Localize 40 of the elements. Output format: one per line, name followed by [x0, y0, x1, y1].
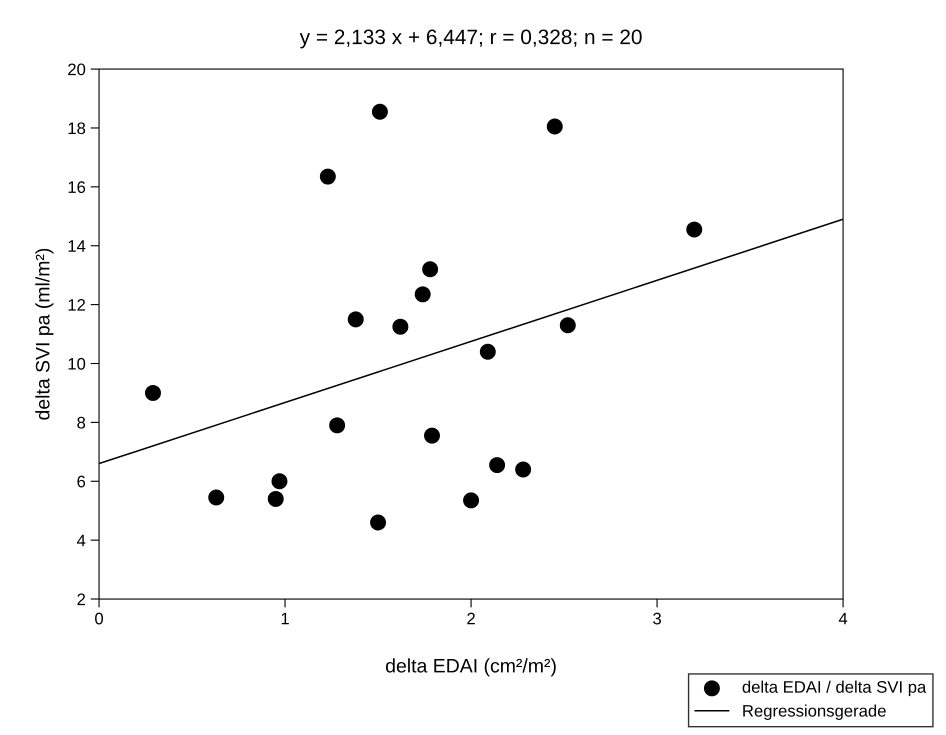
point: [424, 428, 440, 444]
y-tick-label: 20: [68, 63, 86, 76]
chart-title: y = 2,133 x + 6,447; r = 0,328; n = 20: [300, 30, 642, 48]
x-tick-label: 4: [838, 612, 848, 624]
point: [348, 311, 364, 328]
point: [271, 473, 288, 490]
legend-label: delta EDAI / delta SVI pa: [742, 680, 926, 696]
y-tick-label: 2: [77, 593, 86, 606]
y-tick-label: 12: [68, 299, 86, 311]
legend-label: Regressionsgerade: [743, 704, 886, 720]
x-tick-label: 3: [653, 612, 661, 624]
y-axis-title: delta SVI pa (ml/m²): [35, 248, 54, 420]
point: [463, 492, 480, 508]
point: [560, 317, 576, 334]
point: [422, 261, 438, 278]
point: [268, 490, 284, 507]
y-tick-label: 10: [68, 358, 86, 370]
point: [208, 489, 224, 506]
x-tick-label: 1: [282, 612, 289, 624]
point: [686, 222, 702, 238]
point: [320, 168, 336, 185]
point: [515, 462, 532, 478]
point: [489, 457, 506, 474]
point: [372, 104, 388, 120]
x-axis-title: delta EDAI (cm²/m²): [386, 658, 556, 676]
point: [145, 384, 161, 401]
point: [546, 118, 563, 134]
point: [392, 318, 408, 335]
y-tick-label: 6: [77, 476, 86, 488]
x-tick-label: 2: [467, 612, 475, 624]
point: [480, 344, 496, 360]
y-tick-label: 16: [68, 181, 86, 194]
point: [414, 286, 431, 302]
y-tick-label: 8: [77, 416, 86, 429]
x-tick-label: 0: [95, 612, 104, 624]
y-tick-label: 14: [68, 240, 86, 252]
point: [370, 514, 386, 530]
y-tick-label: 4: [76, 534, 86, 546]
y-tick-label: 18: [68, 122, 86, 134]
point: [329, 417, 346, 434]
